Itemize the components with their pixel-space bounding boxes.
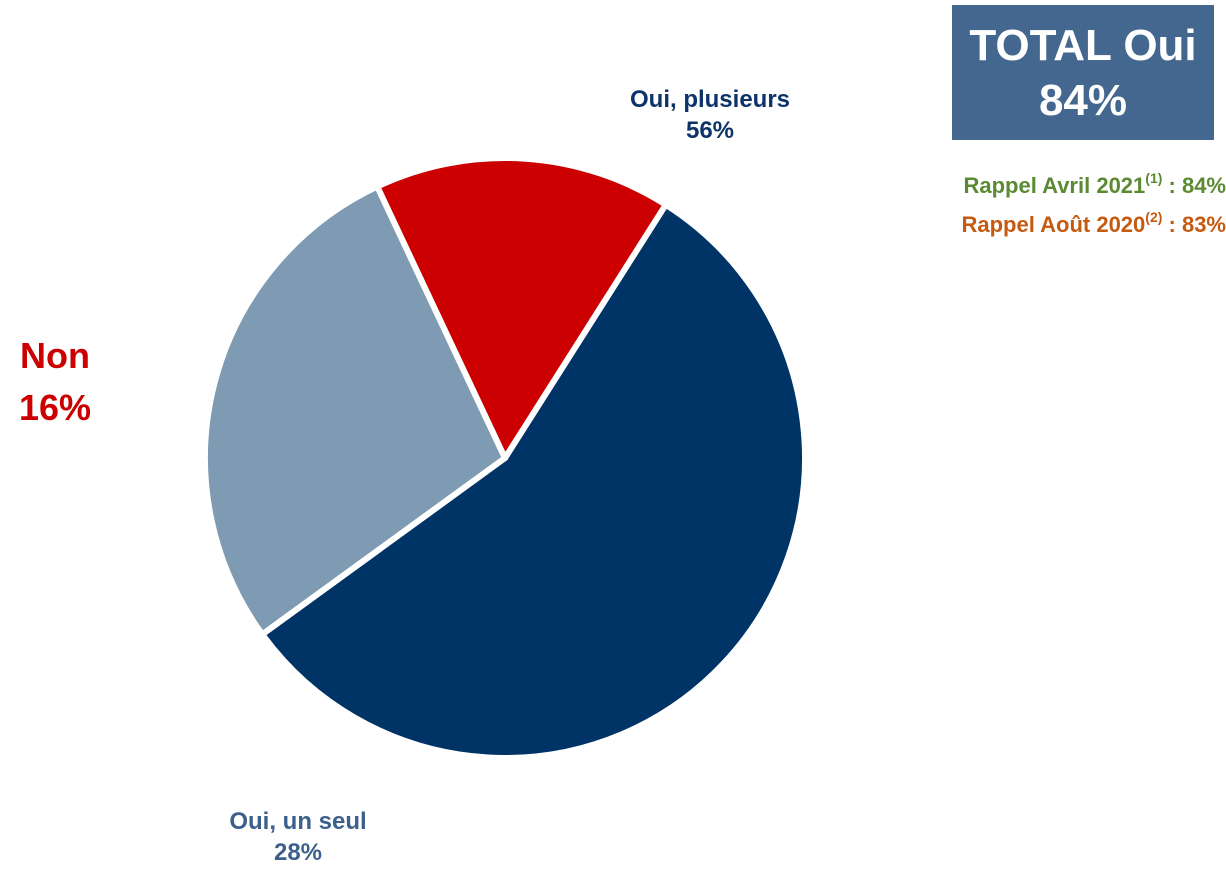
total-oui-title: TOTAL Oui [969, 20, 1197, 70]
rappel-aout-value: : 83% [1162, 212, 1226, 237]
slice-name-oui-plusieurs: Oui, plusieurs [629, 86, 791, 113]
pie-slice-oui-plusieurs [259, 201, 808, 761]
rappel-avril-footnote: (1) [1145, 170, 1163, 186]
rappel-aout-footnote: (2) [1145, 209, 1163, 225]
slice-value-oui-un-seul: 28% [273, 839, 323, 867]
rappel-aout-2020: Rappel Août 2020(2) : 83% [961, 209, 1226, 238]
slice-name-oui-un-seul: Oui, un seul [229, 808, 367, 835]
rappel-aout-label: Rappel Août 2020 [961, 212, 1146, 237]
rappel-avril-2021: Rappel Avril 2021(1) : 84% [963, 170, 1226, 199]
slice-label-non: Non 16% [0, 330, 110, 434]
pie-slice-non [374, 155, 669, 461]
pie-slice-oui-un-seul [202, 183, 508, 638]
rappel-avril-label: Rappel Avril 2021 [963, 173, 1146, 198]
total-oui-box: TOTAL Oui 84% [952, 5, 1214, 140]
slice-label-oui-un-seul: Oui, un seul 28% [178, 806, 418, 868]
slice-name-non: Non [20, 335, 90, 376]
rappel-avril-value: : 84% [1162, 173, 1226, 198]
slice-label-oui-plusieurs: Oui, plusieurs 56% [590, 84, 830, 146]
total-oui-value: 84% [1038, 75, 1128, 125]
slice-value-oui-plusieurs: 56% [685, 117, 735, 145]
slice-value-non: 16% [18, 387, 92, 429]
